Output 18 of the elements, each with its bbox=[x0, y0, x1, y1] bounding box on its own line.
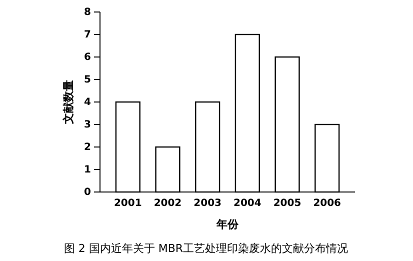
x-tick-label: 2004 bbox=[234, 198, 262, 209]
y-axis-title: 文献数量 bbox=[62, 80, 75, 125]
y-tick-label: 5 bbox=[84, 74, 92, 86]
y-tick-label: 6 bbox=[84, 52, 92, 64]
x-tick-label: 2002 bbox=[154, 198, 182, 209]
x-axis-title: 年份 bbox=[216, 218, 240, 231]
y-tick-label: 2 bbox=[84, 142, 92, 154]
x-tick-label: 2005 bbox=[273, 198, 302, 209]
y-tick-label: 7 bbox=[84, 30, 92, 41]
x-tick-label: 2001 bbox=[114, 198, 142, 209]
x-tick-label: 2003 bbox=[194, 198, 222, 209]
x-tick-label: 2006 bbox=[313, 198, 342, 209]
y-tick-label: 3 bbox=[84, 120, 92, 131]
y-tick-label: 1 bbox=[84, 164, 92, 176]
y-tick-label: 8 bbox=[84, 7, 92, 18]
text: 图 2 国内近年关于 MBR工艺处理印染废水的文献分布情况 bbox=[64, 242, 348, 255]
y-tick-label: 4 bbox=[84, 97, 92, 108]
y-tick-label: 0 bbox=[84, 187, 92, 198]
